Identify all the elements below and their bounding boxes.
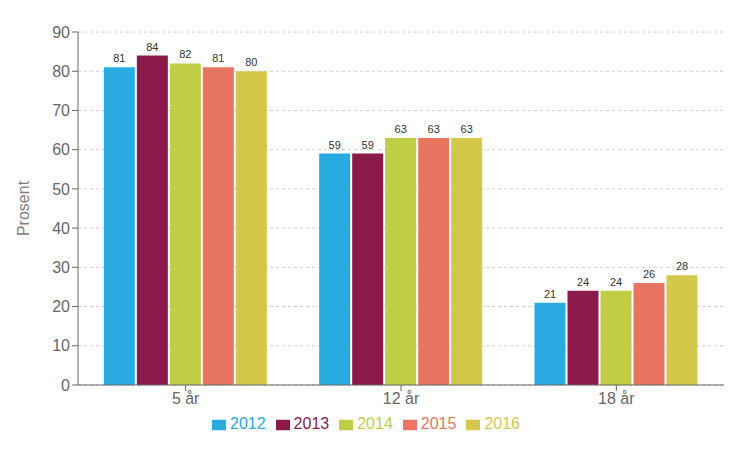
svg-text:70: 70 [52, 102, 70, 119]
svg-text:Prosent: Prosent [15, 180, 32, 236]
svg-text:63: 63 [461, 123, 473, 135]
svg-text:50: 50 [52, 181, 70, 198]
html-text:2013: 2013 [293, 415, 330, 432]
svg-text:40: 40 [52, 220, 70, 237]
svg-text:21: 21 [544, 288, 556, 300]
svg-text:10: 10 [52, 337, 70, 354]
svg-text:63: 63 [428, 123, 440, 135]
svg-text:30: 30 [52, 259, 70, 276]
svg-text:80: 80 [52, 63, 70, 80]
svg-text:60: 60 [52, 141, 70, 158]
svg-text:82: 82 [179, 48, 191, 60]
svg-text:84: 84 [146, 41, 158, 53]
svg-text:26: 26 [643, 268, 655, 280]
svg-text:81: 81 [113, 52, 125, 64]
svg-text:5 år: 5 år [172, 390, 200, 407]
svg-text:28: 28 [676, 260, 688, 272]
html-text:2014: 2014 [357, 415, 393, 432]
html-text:2015: 2015 [420, 415, 457, 432]
svg-text:24: 24 [610, 276, 622, 288]
svg-text:18 år: 18 år [598, 390, 635, 407]
svg-text:90: 90 [52, 24, 70, 41]
html-text:2016: 2016 [484, 415, 520, 432]
svg-text:80: 80 [245, 56, 257, 68]
svg-text:20: 20 [52, 298, 70, 315]
svg-text:0: 0 [61, 377, 70, 394]
svg-text:59: 59 [362, 139, 374, 151]
svg-text:24: 24 [577, 276, 589, 288]
svg-text:81: 81 [212, 52, 224, 64]
svg-text:63: 63 [395, 123, 407, 135]
svg-text:12 år: 12 år [383, 390, 420, 407]
html-text:2012: 2012 [230, 415, 266, 432]
svg-text:59: 59 [329, 139, 341, 151]
